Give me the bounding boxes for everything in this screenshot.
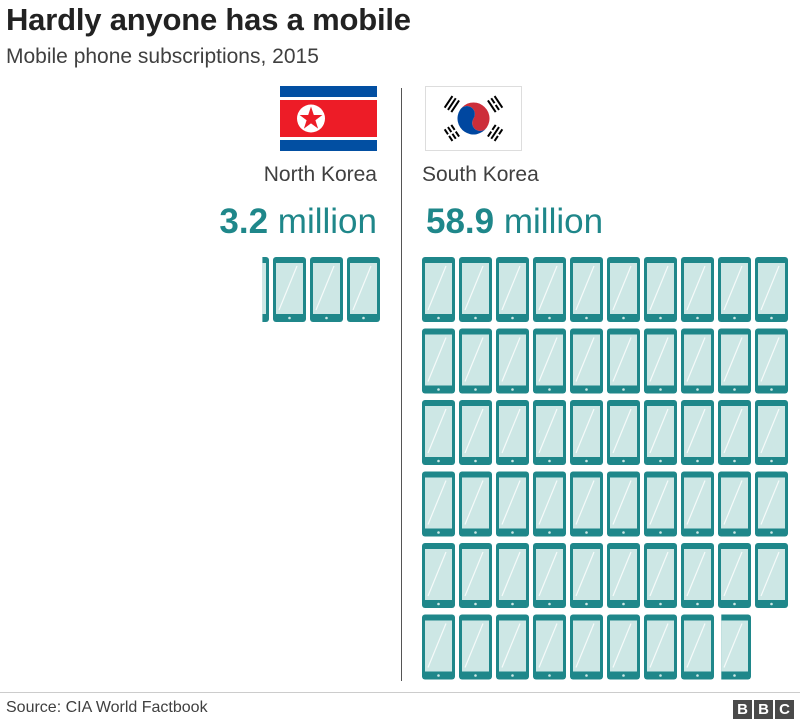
south-korea-phone-icon — [644, 328, 677, 394]
south-korea-phone-icon — [459, 328, 492, 394]
south-korea-phone-icon — [422, 543, 455, 608]
south-korea-phone-icon — [422, 471, 455, 537]
south-korea-phone-icon — [496, 614, 529, 680]
south-korea-phone-icon — [718, 328, 751, 394]
south-korea-phone-icon — [755, 471, 788, 537]
south-korea-phone-icon — [681, 471, 714, 537]
south-korea-phone-icon — [607, 257, 640, 322]
south-korea-phone-icon — [422, 400, 455, 465]
country-label-north-korea: North Korea — [263, 163, 377, 186]
south-korea-phone-icon — [607, 471, 640, 537]
south-korea-phone-icon — [755, 400, 788, 465]
south-korea-phone-icon — [644, 257, 677, 322]
north-korea-phone-icon — [310, 257, 343, 322]
south-korea-phone-icon — [570, 614, 603, 680]
value-unit-south-korea: million — [503, 202, 604, 241]
south-korea-phone-icon — [422, 328, 455, 394]
south-korea-phone-icon — [755, 328, 788, 394]
value-label-north-korea: 3.2 million — [219, 202, 377, 242]
source-note: Source: CIA World Factbook — [6, 699, 208, 716]
south-korea-phone-icon — [496, 328, 529, 394]
south-korea-phone-icon — [644, 471, 677, 537]
logo-letter-c: C — [775, 700, 794, 719]
value-number-north-korea: 3.2 — [219, 202, 269, 241]
south-korea-phone-icon — [681, 614, 714, 680]
south-korea-phone-icon — [459, 400, 492, 465]
south-korea-phone-icon — [533, 614, 566, 680]
south-korea-phone-icon — [755, 543, 788, 608]
logo-letter-b1: B — [733, 700, 752, 719]
south-korea-phone-icon — [681, 328, 714, 394]
country-label-south-korea: South Korea — [422, 163, 539, 186]
south-korea-phone-icon — [533, 257, 566, 322]
bbc-logo: B B C — [733, 700, 794, 719]
south-korea-phone-icon — [718, 400, 751, 465]
north-korea-phone-icon — [273, 257, 306, 322]
south-korea-phone-icon — [533, 471, 566, 537]
south-korea-phone-icon — [533, 328, 566, 394]
south-korea-phone-icon — [570, 257, 603, 322]
south-korea-phone-icon — [496, 471, 529, 537]
south-korea-phone-icon — [681, 257, 714, 322]
north-korea-flag-icon — [280, 86, 377, 151]
value-number-south-korea: 58.9 — [426, 202, 495, 241]
value-label-south-korea: 58.9 million — [426, 202, 603, 242]
south-korea-phone-icon — [755, 257, 788, 322]
south-korea-flag-icon — [425, 86, 522, 151]
south-korea-phone-icon — [570, 471, 603, 537]
chart-subtitle: Mobile phone subscriptions, 2015 — [6, 45, 319, 68]
south-korea-phone-icon — [570, 328, 603, 394]
south-korea-phone-icon — [718, 257, 751, 322]
north-korea-phone-icon — [262, 257, 269, 322]
south-korea-phone-icon — [533, 400, 566, 465]
south-korea-phone-icon — [496, 400, 529, 465]
south-korea-phone-icon — [681, 543, 714, 608]
north-korea-phone-icon — [347, 257, 380, 322]
south-korea-phone-icon — [459, 543, 492, 608]
south-korea-phone-icon — [644, 614, 677, 680]
value-unit-north-korea: million — [277, 202, 377, 241]
south-korea-phone-icon — [459, 471, 492, 537]
south-korea-phone-icon — [607, 328, 640, 394]
south-korea-phone-icon — [533, 543, 566, 608]
south-korea-phone-icon — [422, 614, 455, 680]
south-korea-phone-icon — [459, 257, 492, 322]
south-korea-phone-icon — [644, 400, 677, 465]
country-divider — [401, 88, 402, 681]
phone-pictogram — [262, 257, 788, 680]
south-korea-phone-icon — [681, 400, 714, 465]
south-korea-phone-icon — [718, 543, 751, 608]
south-korea-phone-icon — [721, 614, 751, 680]
logo-letter-b2: B — [754, 700, 773, 719]
south-korea-phone-icon — [459, 614, 492, 680]
south-korea-phone-icon — [607, 400, 640, 465]
south-korea-phone-icon — [570, 400, 603, 465]
chart-title: Hardly anyone has a mobile — [6, 2, 411, 37]
south-korea-phone-icon — [496, 543, 529, 608]
footer-divider — [0, 692, 800, 693]
south-korea-phone-icon — [644, 543, 677, 608]
south-korea-phone-icon — [496, 257, 529, 322]
south-korea-phone-icon — [422, 257, 455, 322]
south-korea-phone-icon — [718, 471, 751, 537]
south-korea-phone-icon — [607, 614, 640, 680]
south-korea-phone-icon — [607, 543, 640, 608]
south-korea-phone-icon — [570, 543, 603, 608]
